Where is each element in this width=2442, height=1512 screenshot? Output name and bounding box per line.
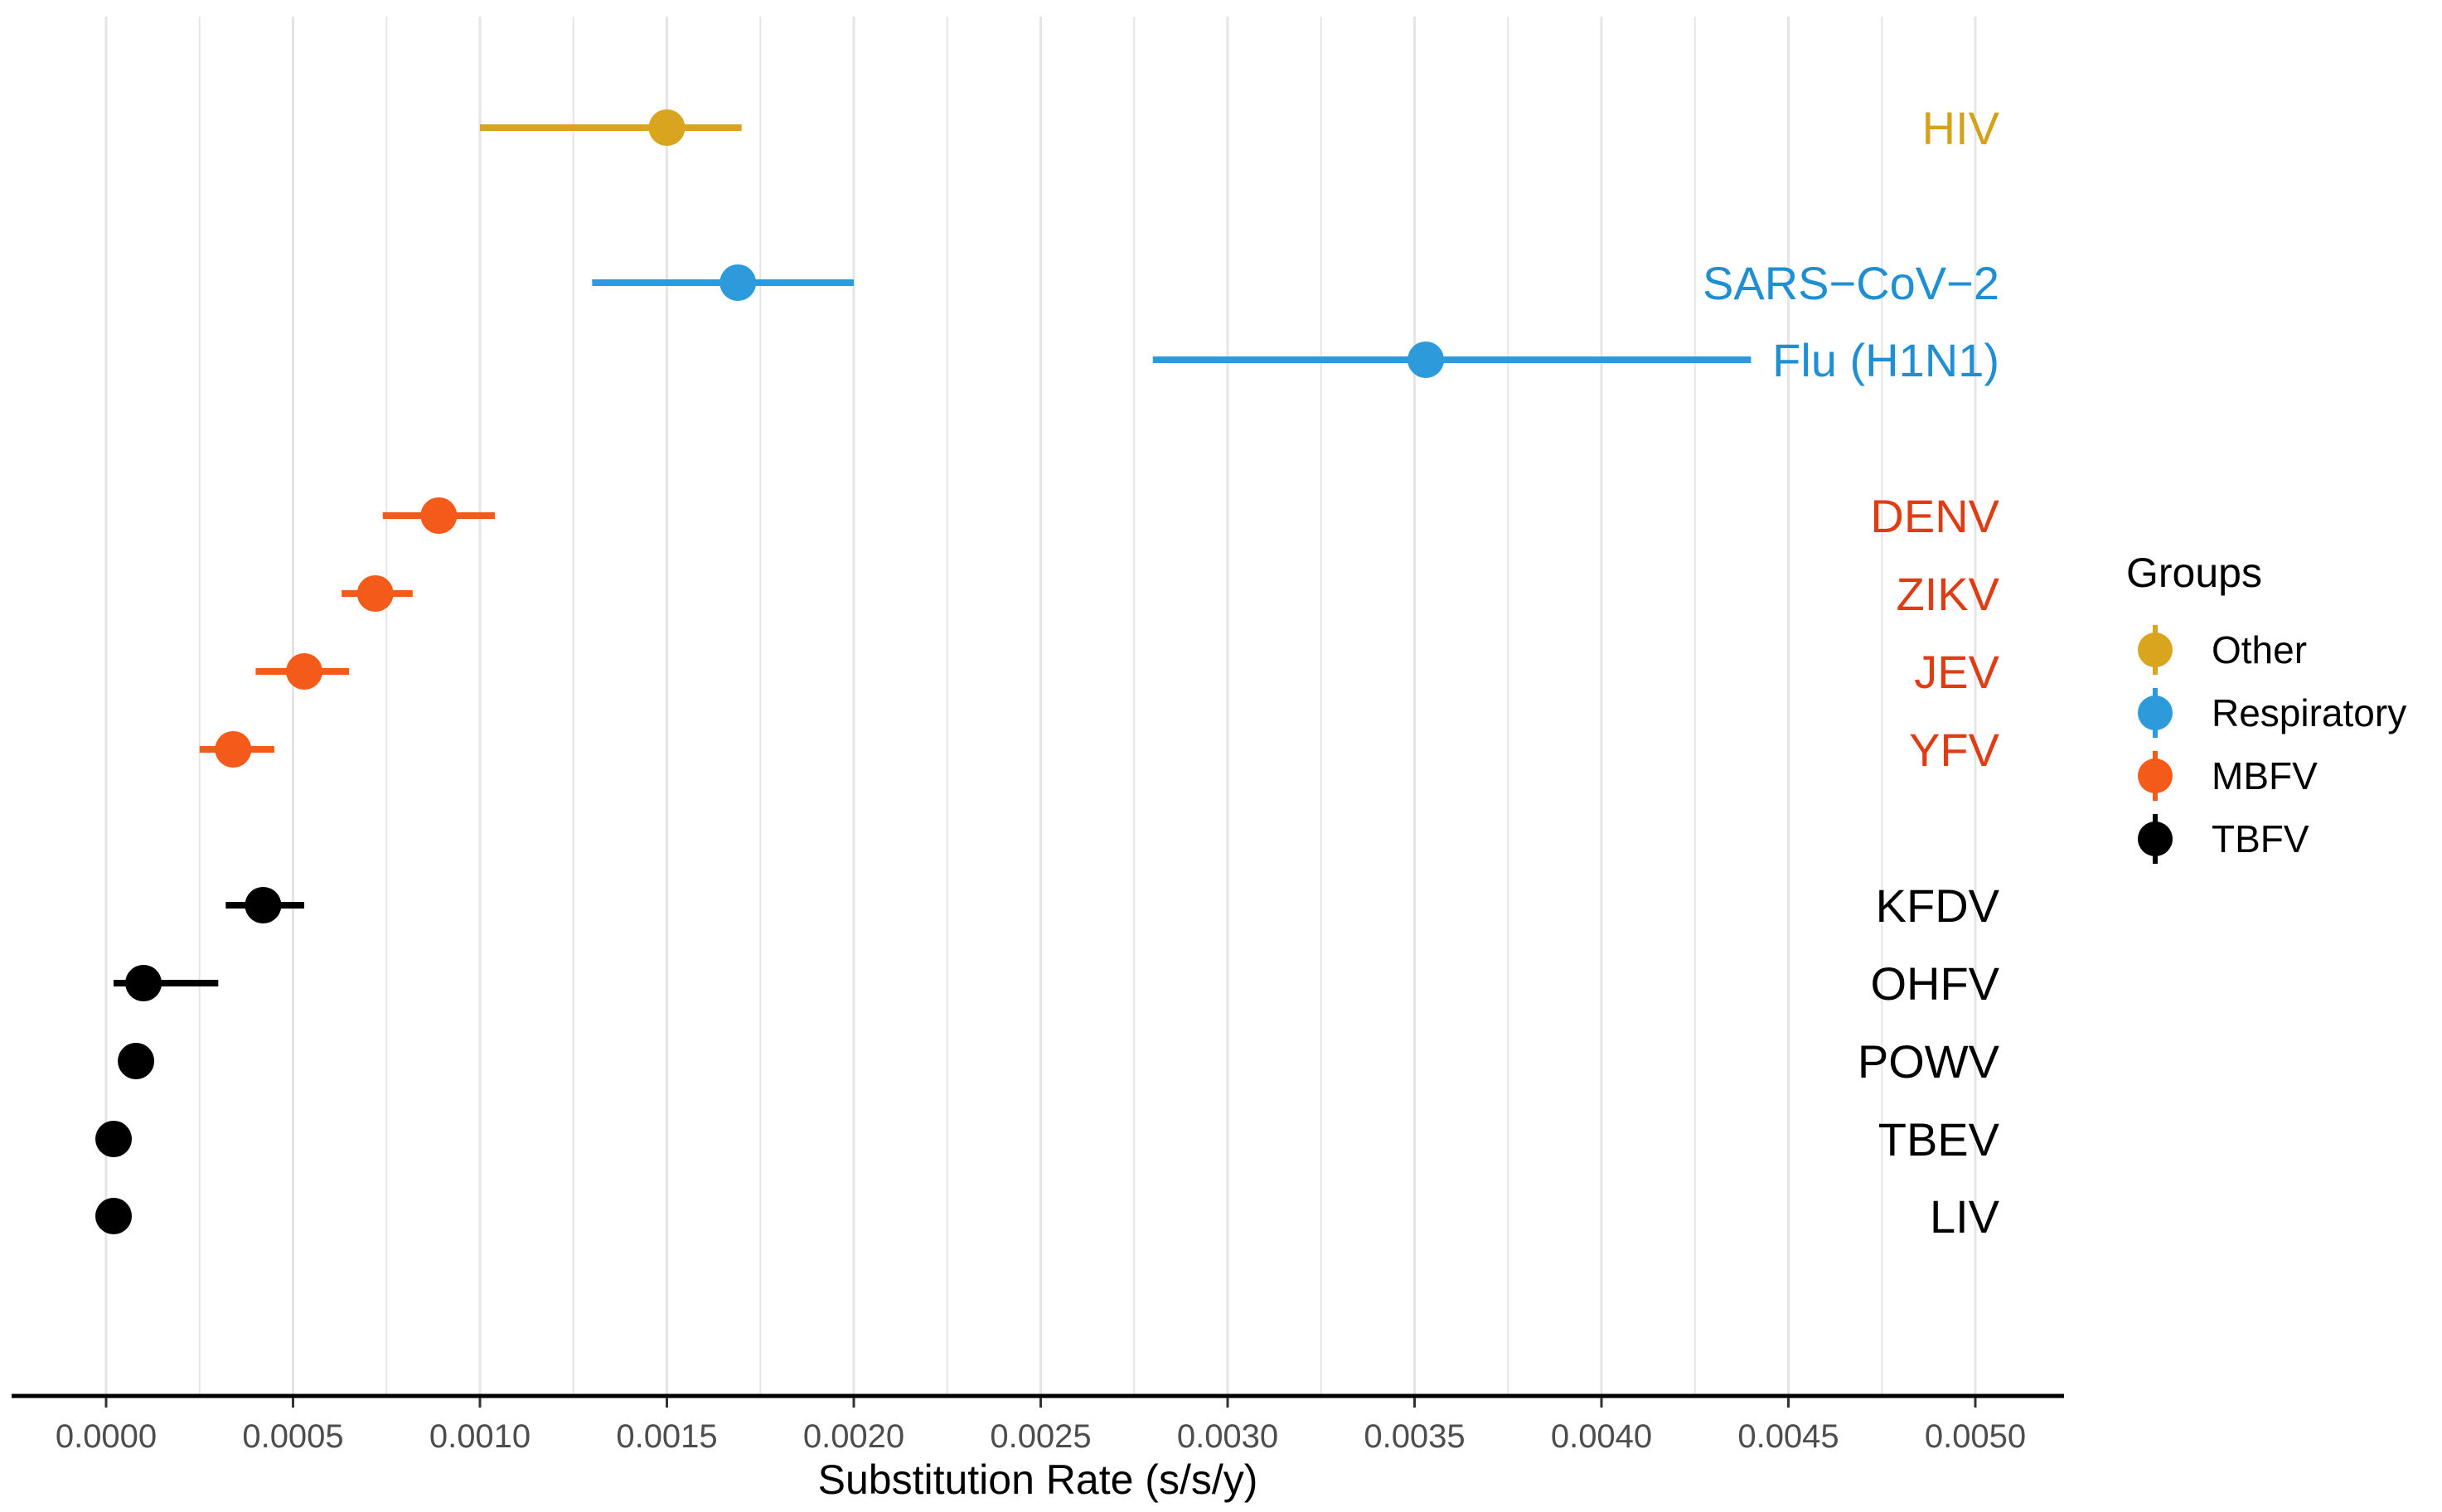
data-point: [648, 109, 686, 146]
x-axis-title: Substitution Rate (s/s/y): [818, 1456, 1258, 1503]
data-points: [95, 109, 1445, 1234]
legend-key-point: [2138, 695, 2173, 730]
x-tick-label: 0.0020: [803, 1418, 904, 1455]
data-point: [356, 575, 394, 612]
data-point: [245, 887, 282, 923]
virus-label: ZIKV: [1897, 568, 2000, 620]
virus-label: HIV: [1922, 102, 2000, 154]
virus-label: SARS−CoV−2: [1703, 257, 1999, 309]
legend-label: TBFV: [2212, 817, 2309, 860]
virus-label: DENV: [1870, 490, 1999, 542]
grid-lines: [104, 17, 1977, 1396]
data-point: [1408, 342, 1445, 378]
x-tick-label: 0.0050: [1925, 1418, 2026, 1455]
data-point: [125, 965, 162, 1001]
virus-labels: HIV SARS−CoV−2 Flu (H1N1) DENV ZIKV JEV YFV KFD…: [1703, 102, 2000, 1243]
x-tick-label: 0.0025: [990, 1418, 1091, 1455]
x-tick-label: 0.0040: [1551, 1418, 1652, 1455]
x-tick-label: 0.0005: [242, 1418, 343, 1455]
legend-key-point: [2138, 821, 2173, 856]
data-point: [286, 653, 323, 690]
virus-label: Flu (H1N1): [1772, 334, 1999, 386]
legend-label: MBFV: [2212, 754, 2318, 797]
virus-label: TBEV: [1878, 1113, 2000, 1166]
legend-key-point: [2138, 758, 2173, 793]
virus-label: POWV: [1858, 1035, 2000, 1088]
virus-label: LIV: [1930, 1190, 2000, 1243]
legend-label: Other: [2212, 628, 2307, 671]
data-point: [215, 731, 252, 768]
legend-title: Groups: [2126, 550, 2262, 596]
x-tick-label: 0.0015: [616, 1418, 717, 1455]
data-point: [95, 1198, 133, 1234]
x-tick-label: 0.0045: [1737, 1418, 1839, 1455]
data-point: [420, 497, 458, 534]
legend-label: Respiratory: [2212, 691, 2406, 734]
data-point: [720, 264, 757, 301]
virus-label: YFV: [1909, 724, 2000, 776]
data-point: [118, 1043, 155, 1079]
virus-label: OHFV: [1870, 957, 1999, 1010]
legend-key-point: [2138, 632, 2173, 667]
legend: Groups Other Respiratory MBFV TBFV: [2126, 550, 2406, 864]
virus-label: JEV: [1914, 646, 1999, 698]
x-tick-label: 0.0035: [1364, 1418, 1465, 1455]
x-tick-label: 0.0010: [429, 1418, 531, 1455]
error-bars: [114, 124, 1752, 986]
virus-label: KFDV: [1876, 880, 2000, 932]
x-axis-ticks: 0.0000 0.0005 0.0010 0.0015 0.0020 0.0025 0.00…: [56, 1398, 2026, 1455]
x-tick-label: 0.0000: [56, 1418, 157, 1455]
legend-items: Other Respiratory MBFV TBFV: [2138, 625, 2406, 864]
data-point: [95, 1121, 133, 1157]
x-tick-label: 0.0030: [1177, 1418, 1278, 1455]
